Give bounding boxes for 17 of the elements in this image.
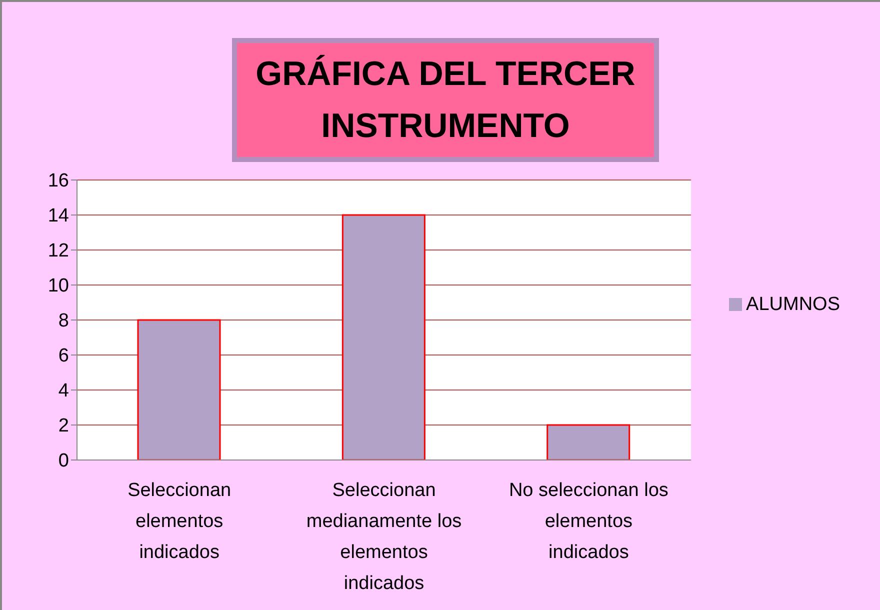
y-tick-label: 16 xyxy=(48,170,69,192)
y-tick-label: 12 xyxy=(48,240,69,262)
x-tick-label: Seleccionan medianamente los elementos indicados xyxy=(306,480,462,594)
bar xyxy=(137,319,221,460)
y-tick-label: 14 xyxy=(48,206,70,227)
legend-label: ALUMNOS xyxy=(746,294,840,315)
chart-title: GRÁFICA DEL TERCER INSTRUMENTO xyxy=(254,54,636,147)
y-tick-label: 0 xyxy=(58,450,69,472)
y-tick-label: 4 xyxy=(58,380,70,402)
y-tick-label: 8 xyxy=(58,310,69,332)
x-tick-label: Seleccionan elementos indicados xyxy=(128,480,232,563)
x-tick-label: No seleccionan los elementos indicados xyxy=(508,480,668,563)
bar xyxy=(342,214,426,460)
bar xyxy=(546,424,630,460)
y-tick-label: 10 xyxy=(48,276,69,297)
y-tick-label: 2 xyxy=(58,416,69,437)
y-tick-label: 6 xyxy=(58,346,69,367)
